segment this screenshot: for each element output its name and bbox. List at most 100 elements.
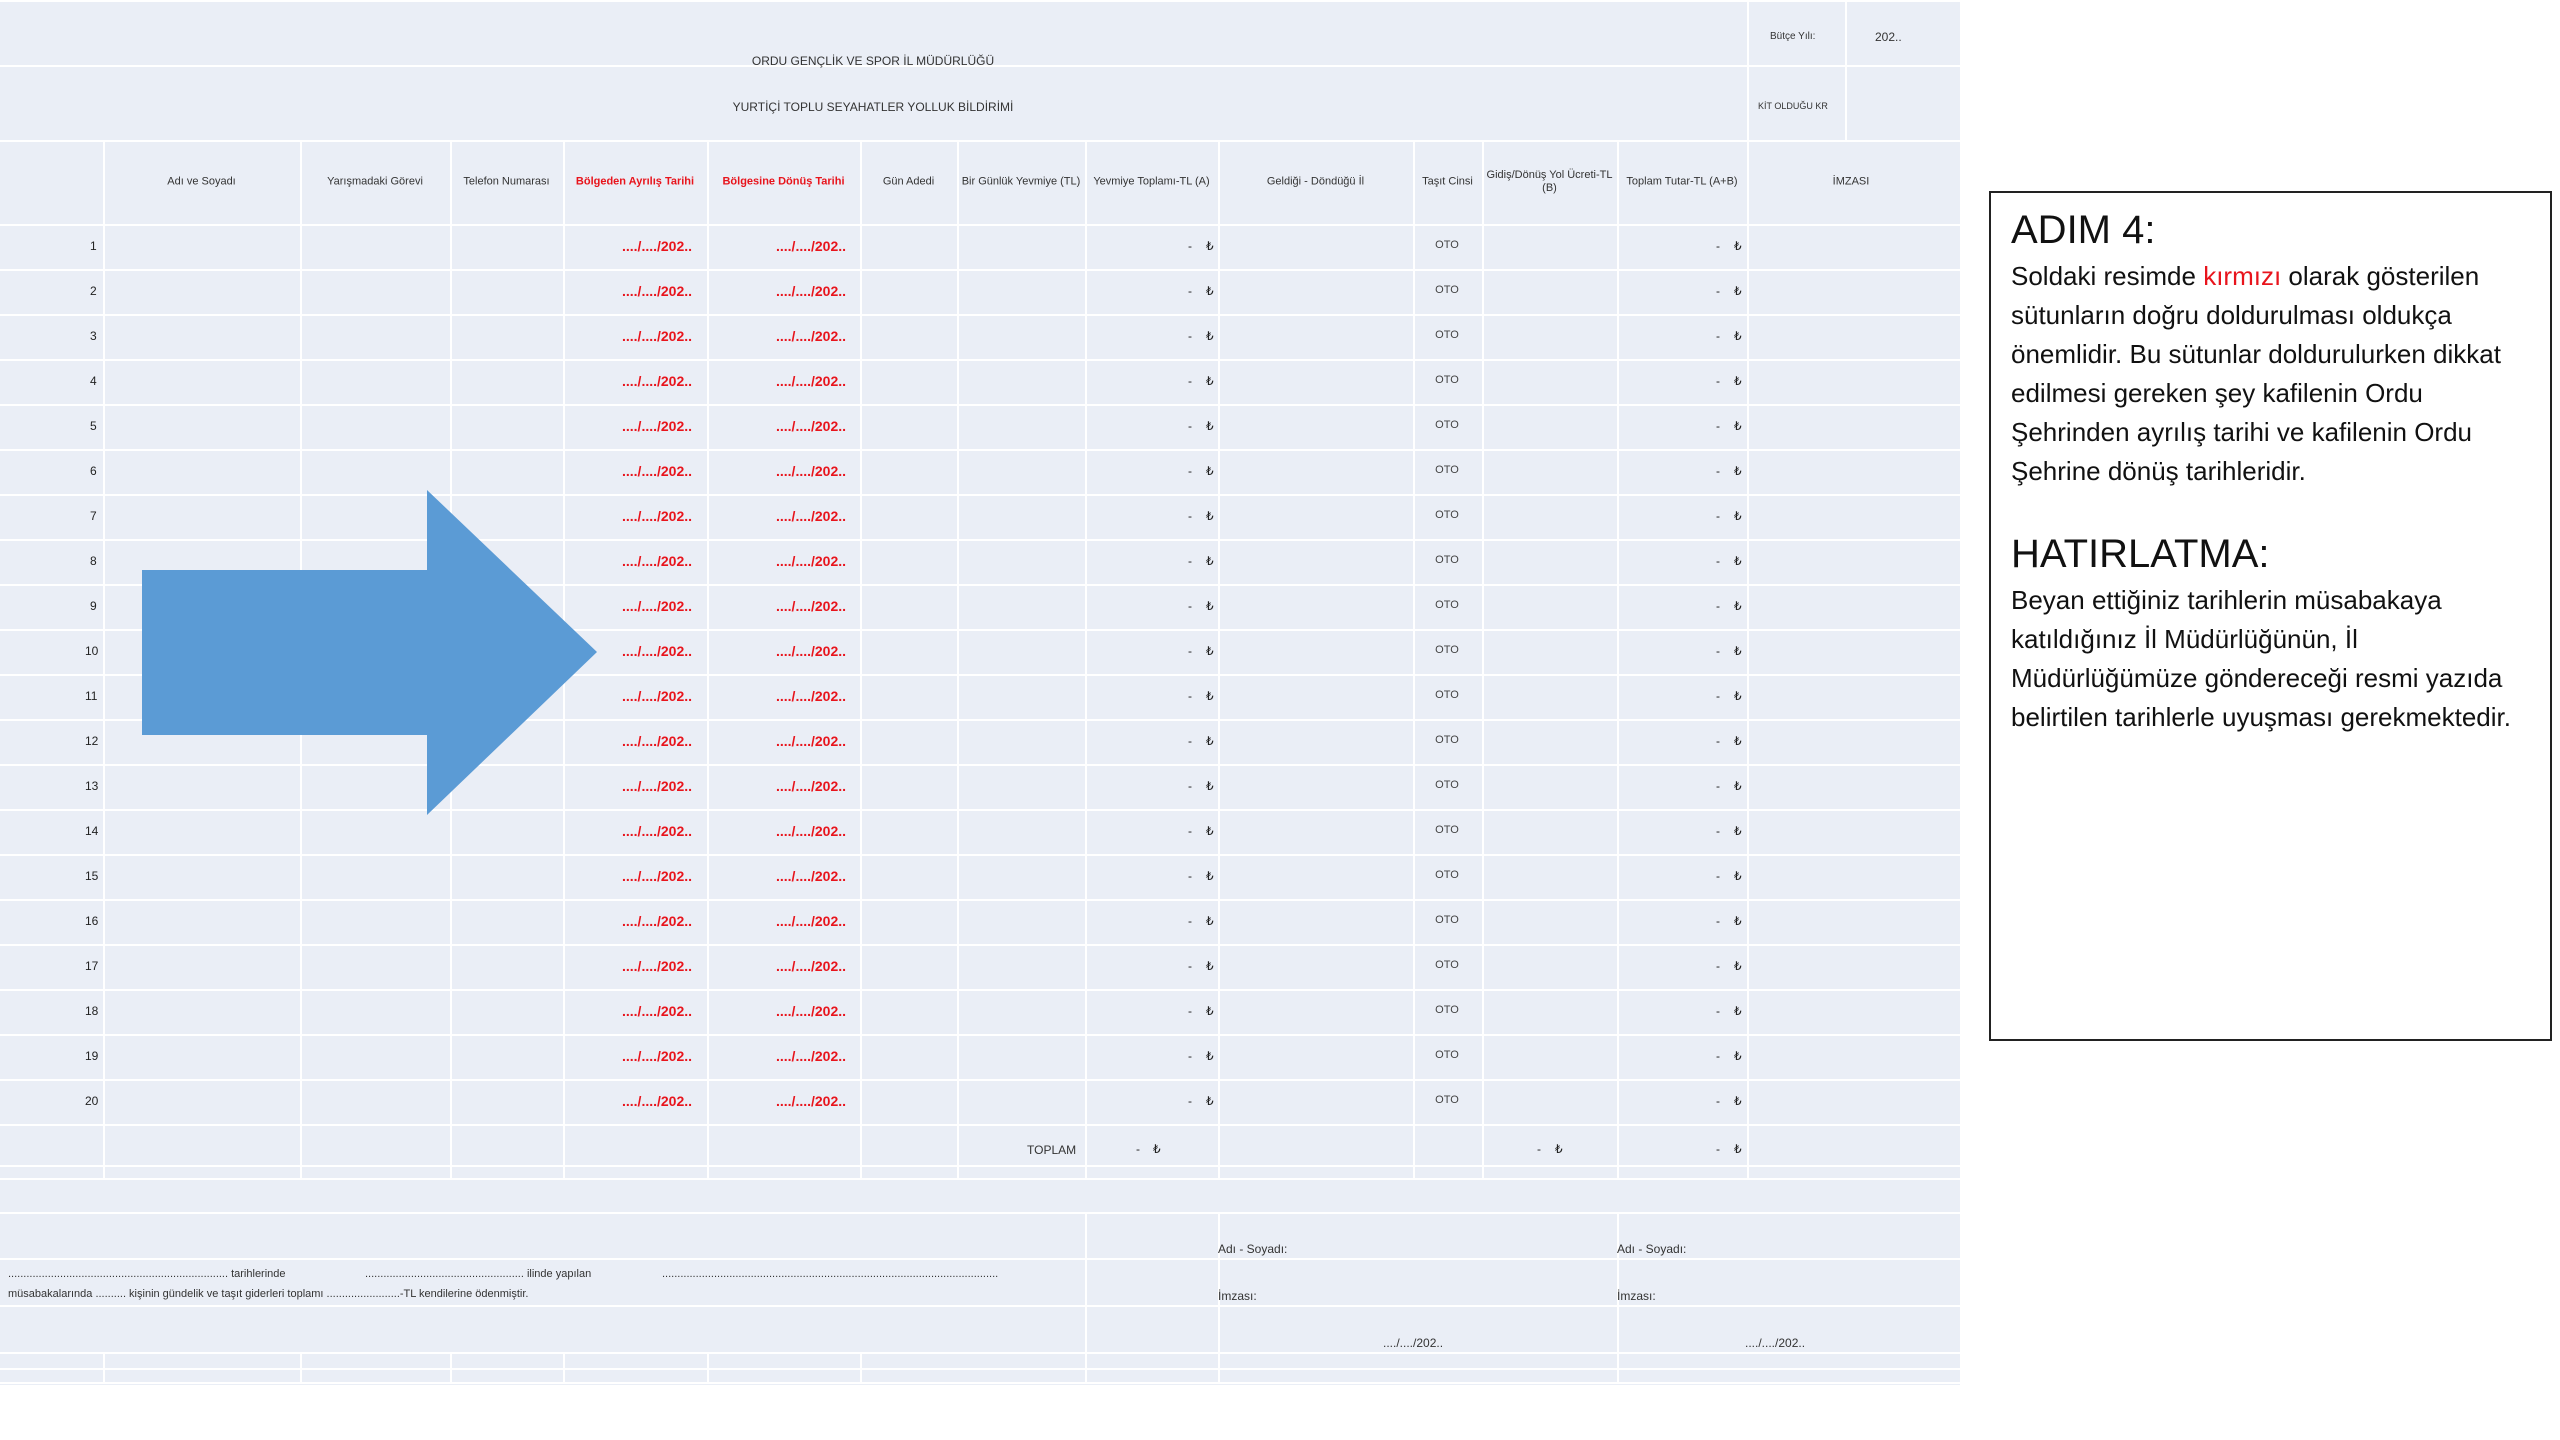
return-date-cell: ..../..../202..	[776, 508, 847, 524]
return-date-cell: ..../..../202..	[776, 463, 847, 479]
departure-date-cell: ..../..../202..	[622, 1003, 693, 1019]
row-number: 15	[85, 869, 99, 883]
grand-total-dash: -	[1716, 959, 1720, 973]
return-date-cell: ..../..../202..	[776, 418, 847, 434]
column-header: Gün Adedi	[882, 175, 935, 188]
vehicle-type-cell: OTO	[1435, 374, 1459, 386]
grid-line-horizontal	[0, 449, 1960, 451]
departure-date-cell: ..../..../202..	[622, 913, 693, 929]
grand-total-currency: ₺	[1734, 1004, 1742, 1018]
yevmiye-total-dash: -	[1188, 644, 1192, 658]
vehicle-type-cell: OTO	[1435, 734, 1459, 746]
departure-date-cell: ..../..../202..	[622, 418, 693, 434]
vehicle-type-cell: OTO	[1435, 284, 1459, 296]
grid-line-horizontal	[0, 0, 1960, 2]
vehicle-type-cell: OTO	[1435, 959, 1459, 971]
grid-line-horizontal	[0, 1368, 1960, 1370]
row-number: 2	[90, 284, 97, 298]
departure-date-cell: ..../..../202..	[622, 958, 693, 974]
return-date-cell: ..../..../202..	[776, 1003, 847, 1019]
grand-total-dash: -	[1716, 734, 1720, 748]
yevmiye-total-dash: -	[1188, 1049, 1192, 1063]
grid-line-vertical	[707, 140, 709, 1180]
grand-total-currency: ₺	[1734, 779, 1742, 793]
yevmiye-total-currency: ₺	[1206, 914, 1214, 928]
yevmiye-total-dash: -	[1188, 914, 1192, 928]
grid-line-vertical	[860, 1352, 862, 1382]
yevmiye-total-currency: ₺	[1206, 779, 1214, 793]
grid-line-horizontal	[0, 1165, 1960, 1167]
grand-total-currency: ₺	[1734, 734, 1742, 748]
signer1-date: ..../..../202..	[1383, 1336, 1444, 1350]
grand-total-dash: -	[1716, 374, 1720, 388]
yevmiye-total-dash: -	[1188, 779, 1192, 793]
grid-line-horizontal	[0, 269, 1960, 271]
row-number: 14	[85, 824, 99, 838]
yevmiye-total-dash: -	[1188, 1004, 1192, 1018]
budget-year-value: 202..	[1875, 30, 1902, 44]
yevmiye-total-currency: ₺	[1206, 644, 1214, 658]
row-number: 4	[90, 374, 97, 388]
grid-line-horizontal	[0, 1124, 1960, 1126]
grid-line-horizontal	[0, 140, 1960, 142]
right-arrow-icon	[142, 490, 597, 815]
yevmiye-total-currency: ₺	[1206, 419, 1214, 433]
return-date-cell: ..../..../202..	[776, 778, 847, 794]
grand-total-dash: -	[1716, 824, 1720, 838]
total-yol-currency: ₺	[1555, 1142, 1563, 1156]
grid-line-horizontal	[0, 314, 1960, 316]
grid-line-vertical	[1845, 0, 1847, 140]
return-date-cell: ..../..../202..	[776, 283, 847, 299]
grid-line-vertical	[563, 1352, 565, 1382]
column-header: Bir Günlük Yevmiye (TL)	[961, 175, 1081, 188]
yevmiye-total-dash: -	[1188, 284, 1192, 298]
return-date-cell: ..../..../202..	[776, 868, 847, 884]
total-yevmiye-currency: ₺	[1153, 1142, 1161, 1156]
row-number: 5	[90, 419, 97, 433]
grand-total-dash: -	[1716, 1049, 1720, 1063]
grid-line-horizontal	[0, 764, 1960, 766]
grand-total-dash: -	[1716, 554, 1720, 568]
yevmiye-total-dash: -	[1188, 689, 1192, 703]
yevmiye-total-currency: ₺	[1206, 464, 1214, 478]
signer1-name-label: Adı - Soyadı:	[1218, 1242, 1288, 1256]
row-number: 19	[85, 1049, 99, 1063]
grid-line-vertical	[957, 140, 959, 1180]
grand-total-currency: ₺	[1734, 959, 1742, 973]
departure-date-cell: ..../..../202..	[622, 1048, 693, 1064]
grid-line-horizontal	[0, 224, 1960, 226]
grid-line-horizontal	[0, 899, 1960, 901]
vehicle-type-cell: OTO	[1435, 239, 1459, 251]
grid-line-horizontal	[0, 1258, 1960, 1260]
departure-date-cell: ..../..../202..	[622, 598, 693, 614]
total-yevmiye-dash: -	[1136, 1142, 1140, 1156]
grand-total-currency: ₺	[1734, 824, 1742, 838]
grid-line-horizontal	[0, 1079, 1960, 1081]
instruction-panel: ADIM 4: Soldaki resimde kırmızı olarak g…	[1989, 191, 2552, 1041]
grid-line-horizontal	[0, 1352, 1960, 1354]
grand-total-dash: -	[1716, 599, 1720, 613]
return-date-cell: ..../..../202..	[776, 1048, 847, 1064]
total-label: TOPLAM	[1027, 1143, 1077, 1157]
departure-date-cell: ..../..../202..	[622, 868, 693, 884]
return-date-cell: ..../..../202..	[776, 823, 847, 839]
vehicle-type-cell: OTO	[1435, 689, 1459, 701]
column-header: Bölgesine Dönüş Tarihi	[722, 175, 845, 188]
reminder-heading: HATIRLATMA:	[2011, 532, 2270, 576]
row-number: 17	[85, 959, 99, 973]
yevmiye-total-dash: -	[1188, 824, 1192, 838]
departure-date-cell: ..../..../202..	[622, 823, 693, 839]
total-toplam-dash: -	[1716, 1142, 1720, 1156]
grand-total-dash: -	[1716, 1094, 1720, 1108]
grand-total-dash: -	[1716, 644, 1720, 658]
return-date-cell: ..../..../202..	[776, 553, 847, 569]
signer1-signature-label: İmzası:	[1218, 1289, 1257, 1303]
yevmiye-total-currency: ₺	[1206, 959, 1214, 973]
arrow-shape	[142, 490, 597, 815]
grid-line-horizontal	[0, 629, 1960, 631]
yevmiye-total-currency: ₺	[1206, 689, 1214, 703]
grid-line-vertical	[1747, 140, 1749, 1180]
vehicle-type-cell: OTO	[1435, 599, 1459, 611]
footer-text-a: ........................................…	[8, 1268, 286, 1280]
form-subtitle: YURTİÇİ TOPLU SEYAHATLER YOLLUK BİLDİRİM…	[732, 100, 1014, 114]
